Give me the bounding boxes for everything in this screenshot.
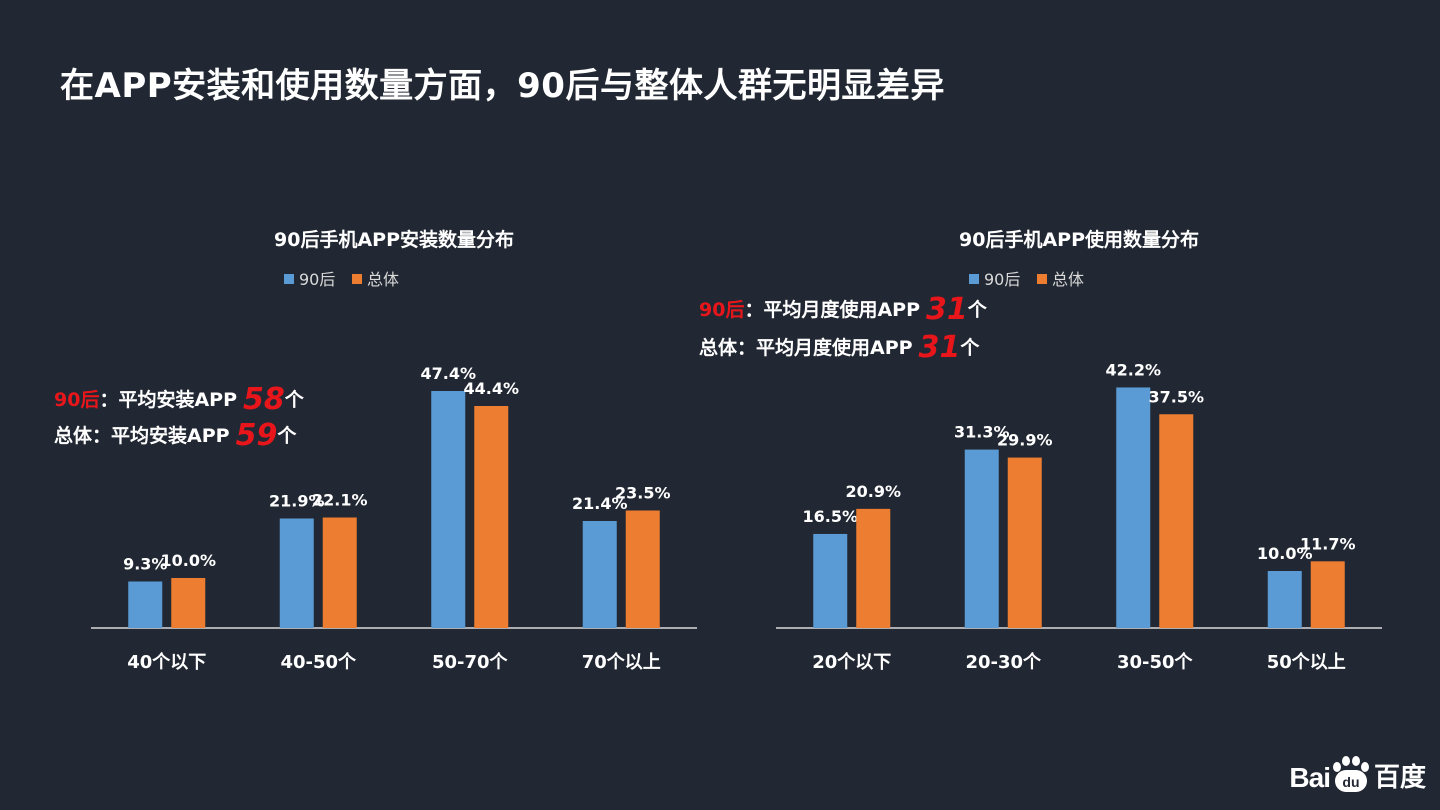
category-label: 50-70个 <box>432 651 509 673</box>
logo-name-text: 百度 <box>1373 763 1426 793</box>
install-annotation-90s: 90后：平均安装APP 58个 <box>54 382 304 417</box>
bar-series-b <box>1310 561 1345 628</box>
bar-series-b <box>171 578 206 628</box>
annotation-label: 90后 <box>699 299 745 321</box>
annotation-label: 总体 <box>699 337 738 359</box>
data-label: 16.5% <box>802 507 858 526</box>
bar-series-b <box>625 510 660 628</box>
category-label: 40个以下 <box>127 651 206 673</box>
legend-swatch <box>1037 274 1047 284</box>
annotation-label: 90后 <box>54 389 100 411</box>
data-label: 22.1% <box>312 491 368 510</box>
bar-series-a <box>582 521 617 628</box>
legend-label: 90后 <box>984 270 1020 289</box>
bar-series-b <box>856 508 891 628</box>
baidu-logo: Bai du 百度 <box>1289 756 1426 794</box>
install-annotation-overall: 总体：平均安装APP 59个 <box>54 418 296 453</box>
bar-series-a <box>431 391 466 628</box>
page-title: 在APP安装和使用数量方面，90后与整体人群无明显差异 <box>60 66 945 106</box>
legend-label: 总体 <box>1052 270 1084 289</box>
data-label: 21.9% <box>269 492 325 511</box>
category-label: 40-50个 <box>280 651 357 673</box>
data-label: 42.2% <box>1105 360 1161 379</box>
data-label: 21.4% <box>572 494 628 513</box>
bar-series-b <box>1007 457 1042 628</box>
data-label: 10.0% <box>160 551 216 570</box>
data-label: 23.5% <box>615 484 671 503</box>
bar-series-a <box>128 581 163 628</box>
annotation-value: 31 <box>918 330 961 365</box>
logo-brand-text: Bai <box>1289 762 1331 793</box>
annotation-value: 59 <box>235 418 278 453</box>
bar-series-a <box>1267 571 1302 628</box>
logo-paw-text: du <box>1334 770 1367 792</box>
category-label: 50个以上 <box>1267 651 1346 673</box>
category-label: 20-30个 <box>965 651 1042 673</box>
bar-series-a <box>964 449 999 628</box>
legend-swatch <box>284 274 294 284</box>
usage-annotation-90s: 90后：平均月度使用APP 31个 <box>699 292 987 327</box>
paw-icon: du <box>1330 756 1372 794</box>
data-label: 20.9% <box>845 482 901 501</box>
bar-series-b <box>322 517 357 628</box>
data-label: 9.3% <box>123 555 167 574</box>
legend-label: 90后 <box>299 270 335 289</box>
bar-series-a <box>1116 387 1151 628</box>
annotation-unit: 个 <box>967 299 987 321</box>
data-label: 44.4% <box>463 379 519 398</box>
annotation-text: ：平均安装APP <box>99 389 238 411</box>
bar-series-a <box>813 533 848 628</box>
data-label: 31.3% <box>954 423 1010 442</box>
annotation-value: 31 <box>926 292 968 327</box>
legend-swatch <box>969 274 979 284</box>
data-label: 29.9% <box>997 431 1053 450</box>
data-label: 11.7% <box>1300 534 1356 553</box>
annotation-unit: 个 <box>284 389 304 411</box>
annotation-text: ：平均安装APP <box>92 425 230 447</box>
bar-series-b <box>474 406 509 628</box>
bar-series-b <box>1159 414 1194 628</box>
data-label: 47.4% <box>420 364 476 383</box>
chart-title: 90后手机APP安装数量分布 <box>274 228 514 251</box>
usage-annotation-overall: 总体：平均月度使用APP 31个 <box>699 330 979 365</box>
category-label: 20个以下 <box>812 651 891 673</box>
chart-title: 90后手机APP使用数量分布 <box>959 228 1199 251</box>
annotation-text: ：平均月度使用APP <box>744 299 921 321</box>
legend-swatch <box>352 274 362 284</box>
annotation-unit: 个 <box>277 425 297 447</box>
legend-label: 总体 <box>367 270 399 289</box>
data-label: 10.0% <box>1257 544 1313 563</box>
bar-series-a <box>279 518 314 628</box>
annotation-unit: 个 <box>960 337 980 359</box>
annotation-label: 总体 <box>54 425 93 447</box>
data-label: 37.5% <box>1148 387 1204 406</box>
annotation-text: ：平均月度使用APP <box>737 337 913 359</box>
category-label: 70个以上 <box>582 651 661 673</box>
annotation-value: 58 <box>243 382 285 417</box>
category-label: 30-50个 <box>1117 651 1194 673</box>
